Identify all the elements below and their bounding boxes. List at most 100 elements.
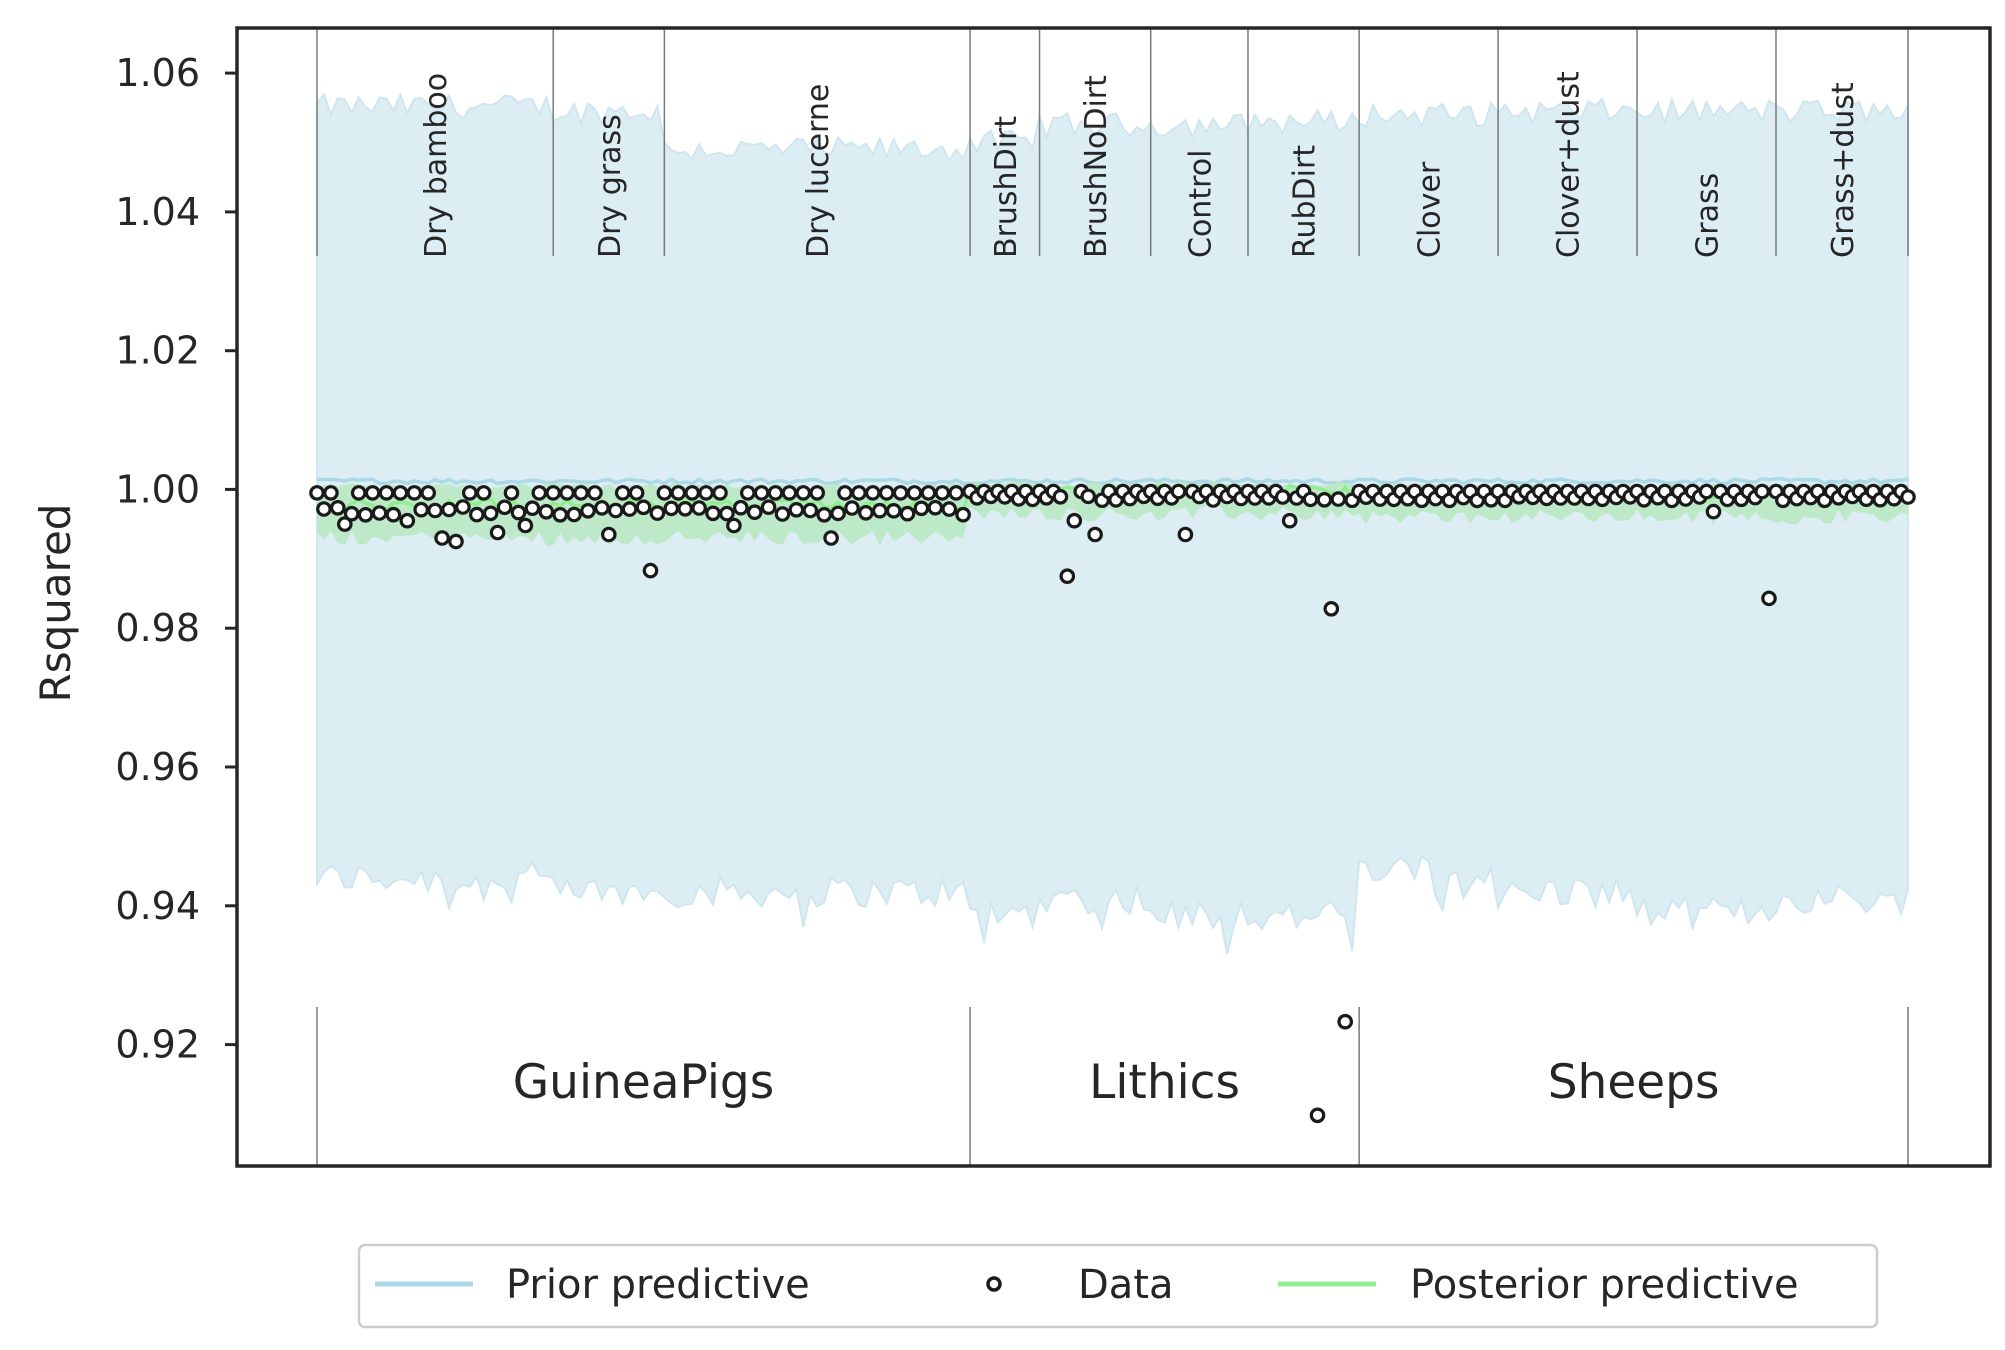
data-point [732,499,749,516]
data-point [461,485,478,501]
data-point [448,533,464,550]
legend-prior-label: Prior predictive [506,1262,810,1308]
legend-data-label: Data [1078,1262,1174,1308]
subgroup-label: Grass [1691,173,1726,258]
prior-predictive-line [316,476,1909,486]
group-label: GuineaPigs [513,1055,774,1110]
data-point [385,506,402,523]
legend: Prior predictive Data Posterior predicti… [357,1243,1879,1329]
data-point [1330,491,1347,507]
data-point [837,485,853,501]
y-tick-label: 0.94 [115,884,200,928]
data-point [858,504,874,521]
data-point [760,499,777,515]
data-point [892,485,909,501]
data-point [795,485,812,501]
data-point [691,500,707,516]
data-point [545,485,561,501]
data-point [1302,491,1319,508]
subgroup-label: RubDirt [1288,145,1323,258]
data-point [1705,503,1722,520]
data-point [948,485,964,501]
data-point [684,485,700,501]
y-axis: 0.92 0.94 0.96 0.98 1.00 1.02 1.04 1.06 [115,51,237,1067]
data-point [802,502,819,519]
data-point [753,485,770,501]
data-point [364,485,381,501]
data-point [503,485,520,501]
prior-predictive-band [316,92,1909,954]
subgroup-label: Dry bamboo [419,73,454,258]
data-point [600,526,617,543]
data-point [844,500,860,516]
data-point [885,502,902,519]
data-point [1698,483,1715,500]
data-point [774,506,791,522]
data-point [635,499,652,516]
data-point [698,485,714,501]
group-label: Lithics [1089,1055,1240,1110]
data-point [726,517,742,534]
data-point [614,485,631,501]
subgroup-label: Clover [1413,161,1448,258]
subgroup-label: Control [1183,150,1218,258]
data-points [309,483,1916,1124]
data-point [705,505,721,522]
data-point [1309,1107,1326,1124]
data-point [580,502,596,519]
data-point [1066,512,1083,529]
data-point [399,512,416,529]
data-point [628,485,645,501]
data-point [1900,489,1916,505]
data-point [941,501,957,517]
data-point [371,505,388,521]
y-tick-label: 0.92 [115,1023,200,1067]
data-point [1274,489,1291,505]
data-point [607,502,624,519]
subgroup-label: Dry grass [593,114,628,258]
data-point [1087,526,1103,543]
data-point [316,501,332,517]
legend-frame [357,1243,1879,1329]
data-point [781,485,798,501]
data-point [413,501,429,518]
data-point [788,501,805,518]
plot-frame [235,26,1992,1168]
data-point [350,485,367,501]
group-label: Sheeps [1548,1055,1720,1110]
data-point [677,500,693,517]
data-point [323,485,339,501]
data-point [392,485,409,501]
data-point [406,485,423,501]
y-tick-label: 1.04 [115,190,200,234]
data-point [1337,1013,1353,1030]
data-point [496,499,513,516]
data-point [927,499,944,516]
data-point [934,485,951,501]
data-point [719,505,735,522]
data-point [594,500,610,516]
data-point [1177,526,1194,543]
data-point [510,504,527,521]
data-point [552,506,568,523]
data-point [587,485,603,501]
data-point [1761,590,1777,607]
subgroup-label: Clover+dust [1552,71,1587,258]
data-point [468,506,485,523]
data-point [336,516,353,532]
data-point [816,506,832,523]
legend-posterior-label: Posterior predictive [1410,1262,1799,1308]
data-point [899,505,916,522]
data-point [670,485,687,501]
plot-area [309,92,1916,1124]
y-tick-label: 1.02 [115,329,200,373]
subgroup-label: BrushNoDirt [1079,75,1114,258]
data-point [871,502,888,519]
y-tick-label: 1.00 [115,467,200,511]
data-point [878,485,895,501]
data-point [489,524,506,541]
data-point [1754,483,1770,500]
data-point [712,485,728,501]
data-point [663,500,680,517]
